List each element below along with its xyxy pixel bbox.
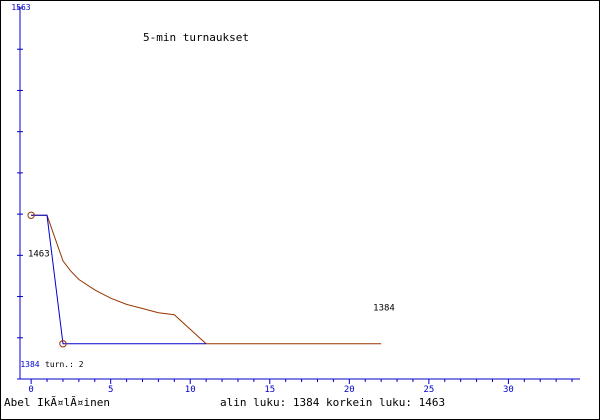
label-group: 5-min turnaukset 1463 1384 turn.: 2 xyxy=(28,31,395,369)
x-tick-label: 20 xyxy=(344,385,355,395)
chart-title: 5-min turnaukset xyxy=(143,31,249,44)
x-tick-label: 0 xyxy=(28,385,33,395)
axis-ticks: 0 5 10 15 20 25 30 1563 1384 xyxy=(11,3,573,395)
marker-group xyxy=(27,211,67,348)
y-tick-label-bottom: 1384 xyxy=(20,360,39,369)
y-tick-label-top: 1563 xyxy=(11,3,30,12)
x-tick-label: 10 xyxy=(185,385,196,395)
series-line-1 xyxy=(31,214,207,345)
x-tick-label: 15 xyxy=(264,385,275,395)
value-annotation: 1384 xyxy=(373,304,395,314)
game-count-label: turn.: 2 xyxy=(45,360,84,369)
player-name: Abel IkÃ¤lÃ¤inen xyxy=(4,396,110,409)
rating-range: alin luku: 1384 korkein luku: 1463 xyxy=(220,396,446,409)
value-annotation: 1463 xyxy=(28,250,50,260)
data-point-marker xyxy=(27,211,35,219)
x-tick-label: 25 xyxy=(423,385,434,395)
x-tick-label: 5 xyxy=(108,385,113,395)
x-tick-label: 30 xyxy=(503,385,514,395)
data-point-marker xyxy=(59,340,67,348)
axes xyxy=(19,8,580,380)
series-line-0 xyxy=(31,214,382,345)
series-group xyxy=(31,214,382,345)
